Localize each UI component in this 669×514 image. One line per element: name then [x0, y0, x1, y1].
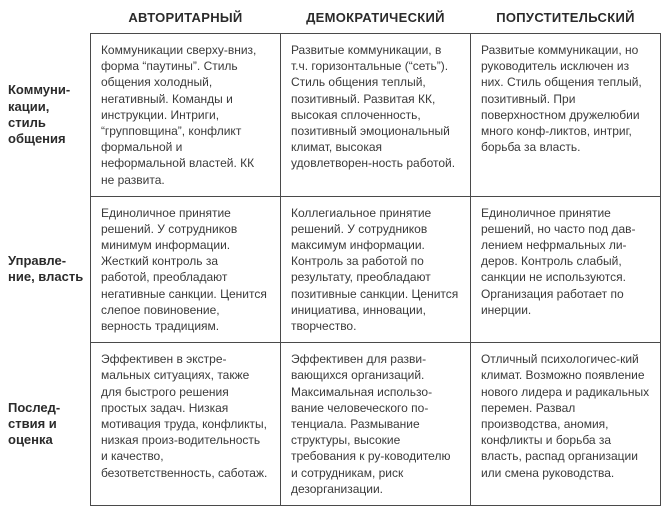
- header-row: АВТОРИТАРНЫЙ ДЕМОКРАТИЧЕСКИЙ ПОПУСТИТЕЛЬ…: [8, 6, 661, 34]
- table-row: Коммуни-кации, стиль общения Коммуникаци…: [8, 34, 661, 197]
- col-header-permissive: ПОПУСТИТЕЛЬСКИЙ: [470, 6, 660, 34]
- cell-consequences-authoritarian: Эффективен в экстре-мальных ситуациях, т…: [90, 343, 280, 506]
- row-header-management: Управле-ние, власть: [8, 196, 90, 343]
- row-header-communication: Коммуни-кации, стиль общения: [8, 34, 90, 197]
- leadership-styles-table: АВТОРИТАРНЫЙ ДЕМОКРАТИЧЕСКИЙ ПОПУСТИТЕЛЬ…: [8, 6, 661, 506]
- row-header-consequences: Послед-ствия и оценка: [8, 343, 90, 506]
- cell-communication-permissive: Развитые коммуникации, но руководитель и…: [470, 34, 660, 197]
- cell-management-permissive: Единоличное принятие решений, но часто п…: [470, 196, 660, 343]
- cell-communication-authoritarian: Коммуникации сверху-вниз, форма “паутины…: [90, 34, 280, 197]
- cell-communication-democratic: Развитые коммуникации, в т.ч. горизонтал…: [280, 34, 470, 197]
- header-blank: [8, 6, 90, 34]
- cell-consequences-democratic: Эффективен для разви-вающихся организаци…: [280, 343, 470, 506]
- table-row: Послед-ствия и оценка Эффективен в экстр…: [8, 343, 661, 506]
- comparison-table-container: { "table": { "type": "table", "backgroun…: [0, 0, 669, 514]
- cell-consequences-permissive: Отличный психологичес-кий климат. Возмож…: [470, 343, 660, 506]
- col-header-democratic: ДЕМОКРАТИЧЕСКИЙ: [280, 6, 470, 34]
- cell-management-authoritarian: Единоличное принятие решений. У сотрудни…: [90, 196, 280, 343]
- table-row: Управле-ние, власть Единоличное принятие…: [8, 196, 661, 343]
- cell-management-democratic: Коллегиальное принятие решений. У сотруд…: [280, 196, 470, 343]
- col-header-authoritarian: АВТОРИТАРНЫЙ: [90, 6, 280, 34]
